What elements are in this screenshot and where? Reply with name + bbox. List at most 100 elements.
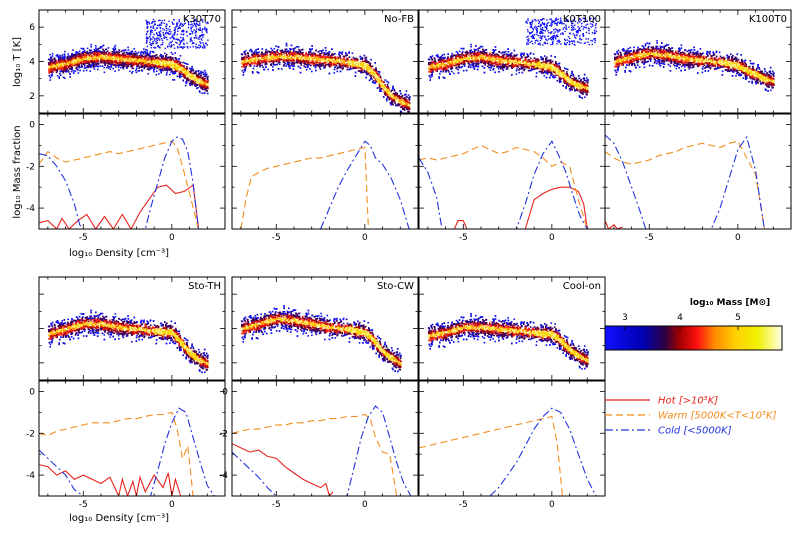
- density-point: [372, 68, 375, 71]
- density-point: [369, 62, 372, 65]
- density-point: [149, 68, 152, 70]
- density-point: [114, 70, 116, 72]
- density-point: [55, 69, 57, 72]
- density-point: [169, 58, 172, 60]
- hot-gas-point: [170, 31, 172, 33]
- density-point: [117, 64, 120, 66]
- density-point: [148, 69, 151, 71]
- density-point: [87, 60, 89, 63]
- density-point: [50, 64, 53, 67]
- hot-gas-point: [166, 24, 168, 26]
- density-point: [196, 83, 198, 85]
- density-point: [207, 81, 209, 84]
- density-point: [89, 53, 92, 55]
- hot-gas-point: [180, 33, 182, 35]
- density-point: [47, 58, 50, 61]
- hot-gas-point: [202, 36, 204, 38]
- density-point: [92, 52, 94, 54]
- density-point: [125, 60, 128, 62]
- hot-gas-point: [151, 31, 153, 34]
- density-point: [179, 61, 181, 64]
- hot-gas-point: [149, 34, 152, 36]
- density-point: [148, 56, 151, 58]
- density-point: [200, 84, 202, 87]
- hot-gas-point: [149, 37, 152, 40]
- density-point: [167, 59, 169, 62]
- density-point: [202, 71, 204, 74]
- density-point: [147, 64, 149, 67]
- hot-gas-point: [195, 30, 197, 32]
- hot-gas-point: [177, 22, 179, 24]
- density-point: [59, 60, 62, 62]
- density-point: [172, 79, 174, 81]
- density-point: [197, 83, 199, 85]
- density-point: [56, 63, 58, 66]
- density-point: [174, 68, 177, 71]
- density-point: [179, 64, 181, 67]
- hot-gas-point: [192, 25, 194, 27]
- density-point: [197, 81, 200, 84]
- density-point: [105, 55, 107, 58]
- hot-gas-point: [168, 43, 170, 45]
- hot-gas-point: [150, 44, 153, 47]
- density-point: [92, 60, 94, 62]
- density-point: [133, 52, 135, 55]
- density-point: [68, 58, 70, 60]
- hot-gas-point: [154, 20, 156, 23]
- density-point: [74, 55, 77, 57]
- density-point: [206, 90, 208, 92]
- density-point: [72, 72, 75, 75]
- hot-gas-point: [163, 22, 165, 24]
- density-point: [71, 52, 73, 55]
- density-point: [142, 51, 144, 54]
- density-point: [123, 65, 126, 67]
- hot-gas-point: [184, 22, 186, 24]
- density-point: [96, 58, 99, 60]
- hot-gas-point: [202, 21, 204, 23]
- hot-gas-point: [183, 43, 185, 45]
- density-point: [56, 69, 58, 71]
- density-point: [87, 64, 90, 67]
- density-point: [111, 58, 114, 61]
- hot-gas-point: [146, 23, 148, 25]
- density-point: [93, 62, 95, 64]
- density-point: [149, 53, 151, 55]
- density-point: [100, 59, 103, 61]
- density-point: [131, 72, 133, 74]
- density-point: [114, 57, 116, 60]
- density-point: [74, 53, 76, 56]
- density-point: [352, 67, 354, 70]
- density-point: [74, 70, 77, 72]
- density-point: [105, 60, 108, 62]
- density-point: [122, 67, 125, 70]
- hot-gas-point: [152, 41, 154, 43]
- density-point: [186, 80, 188, 82]
- density-point: [179, 71, 181, 74]
- density-point: [107, 47, 110, 49]
- density-point: [108, 52, 111, 55]
- density-point: [177, 58, 180, 61]
- density-point: [61, 68, 64, 70]
- density-point: [305, 52, 307, 54]
- hot-gas-point: [159, 47, 161, 49]
- hot-gas-point: [199, 36, 201, 38]
- density-point: [55, 67, 58, 69]
- density-point: [408, 102, 411, 104]
- density-point: [131, 59, 134, 61]
- density-point: [59, 64, 62, 67]
- density-point: [191, 65, 193, 68]
- density-point: [308, 64, 310, 66]
- density-point: [136, 52, 138, 54]
- density-point: [128, 54, 130, 57]
- hot-gas-point: [162, 42, 164, 44]
- density-point: [173, 60, 176, 62]
- density-point: [166, 67, 168, 70]
- density-point: [65, 67, 67, 70]
- density-point: [68, 71, 70, 73]
- hot-gas-point: [194, 23, 197, 25]
- hot-gas-point: [154, 23, 156, 25]
- density-point: [98, 50, 101, 52]
- density-point: [104, 60, 106, 63]
- hot-gas-point: [164, 36, 166, 38]
- density-point: [192, 69, 195, 72]
